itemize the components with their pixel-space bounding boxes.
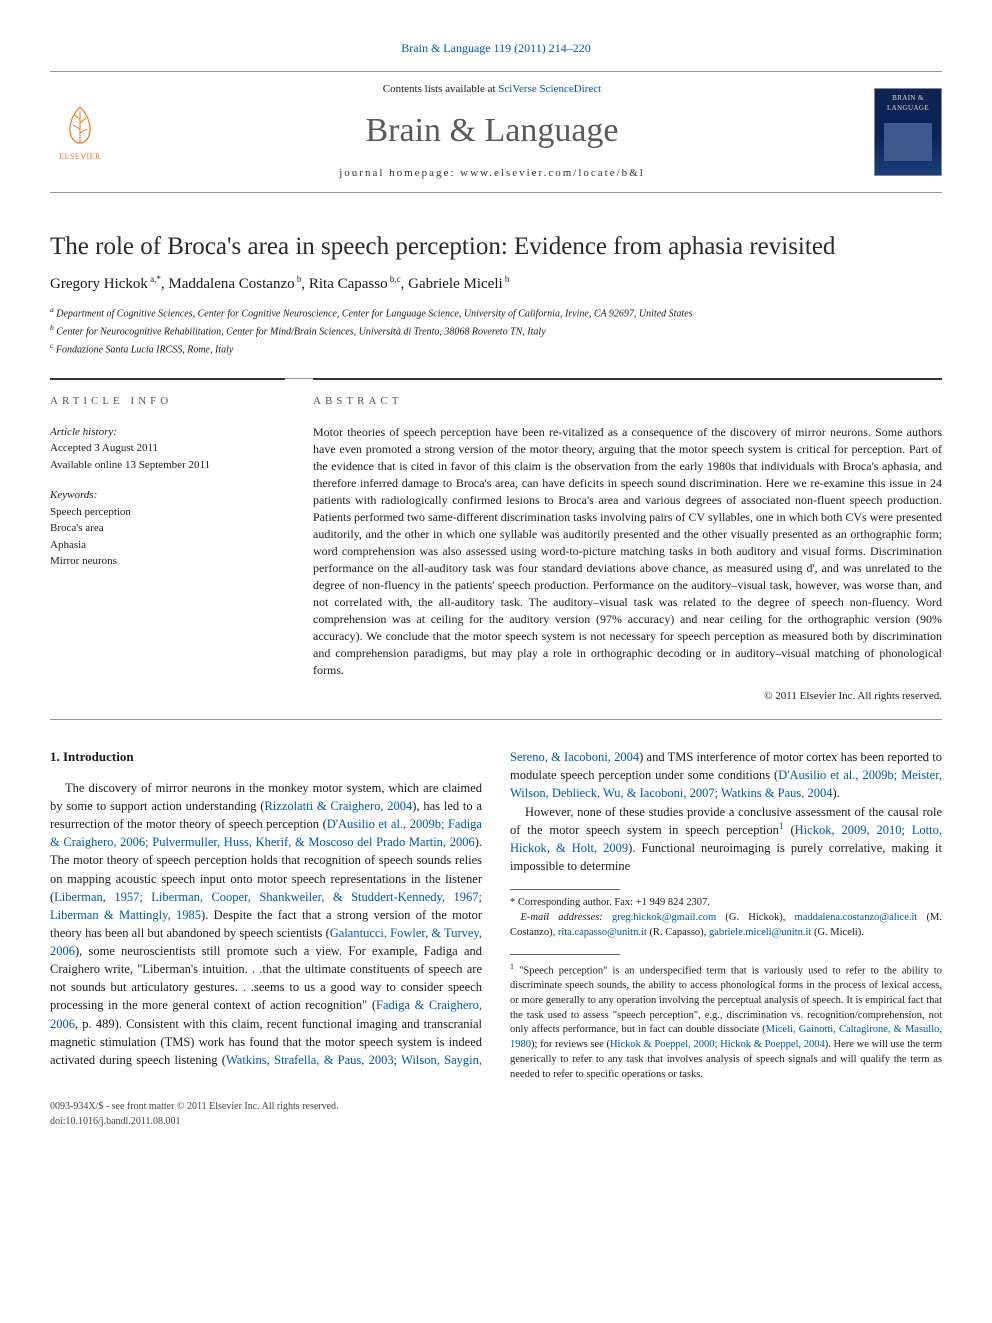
page-footer: 0093-934X/$ - see front matter © 2011 El… <box>50 1100 942 1129</box>
body-text: ), some neuroscientists still promote su… <box>50 944 482 994</box>
journal-title: Brain & Language <box>128 106 856 155</box>
email-footnote: E-mail addresses: greg.hickok@gmail.com … <box>510 911 942 940</box>
keywords-block: Keywords: Speech perceptionBroca's areaA… <box>50 487 285 570</box>
doi-footer: doi:10.1016/j.bandl.2011.08.001 <box>50 1115 942 1130</box>
journal-homepage: journal homepage: www.elsevier.com/locat… <box>128 166 856 182</box>
footnotes-left: * Corresponding author. Fax: +1 949 824 … <box>510 896 942 940</box>
footnote-separator <box>510 954 620 955</box>
email-label: E-mail addresses: <box>521 912 613 923</box>
authors-list: Gregory Hickok a,*, Maddalena Costanzo b… <box>50 273 942 296</box>
homepage-prefix: journal homepage: <box>339 167 460 179</box>
footnote-separator <box>510 889 620 890</box>
online-date: Available online 13 September 2011 <box>50 457 285 474</box>
email-link[interactable]: rita.capasso@unitn.it <box>558 927 647 938</box>
history-label: Article history: <box>50 424 285 441</box>
affiliations: a Department of Cognitive Sciences, Cent… <box>50 304 942 358</box>
horizontal-rule <box>50 719 942 720</box>
keyword-item: Broca's area <box>50 520 285 537</box>
body-columns: 1. Introduction The discovery of mirror … <box>50 748 942 1082</box>
article-info-column: ARTICLE INFO Article history: Accepted 3… <box>50 378 285 705</box>
body-text: ). <box>833 786 840 800</box>
keywords-label: Keywords: <box>50 487 285 504</box>
sciencedirect-link[interactable]: SciVerse ScienceDirect <box>498 83 601 95</box>
journal-cover-thumbnail: BRAIN & LANGUAGE <box>874 88 942 176</box>
abstract-text: Motor theories of speech perception have… <box>313 424 942 679</box>
contents-prefix: Contents lists available at <box>383 83 498 95</box>
journal-header: ELSEVIER Contents lists available at Sci… <box>50 71 942 192</box>
citation-link[interactable]: Rizzolatti & Craighero, 2004 <box>264 799 412 813</box>
body-paragraph: However, none of these studies provide a… <box>510 803 942 876</box>
homepage-url: www.elsevier.com/locate/b&l <box>460 167 645 179</box>
tree-icon <box>56 101 104 149</box>
footnotes-right: 1 "Speech perception" is an underspecifi… <box>510 961 942 1082</box>
keyword-item: Speech perception <box>50 504 285 521</box>
header-center: Contents lists available at SciVerse Sci… <box>128 82 856 181</box>
section-heading: 1. Introduction <box>50 748 482 767</box>
cover-image-icon <box>884 123 932 161</box>
footnote-1: 1 "Speech perception" is an underspecifi… <box>510 961 942 1082</box>
citation-link[interactable]: Hickok & Poeppel, 2000; Hickok & Poeppel… <box>610 1039 825 1050</box>
elsevier-wordmark: ELSEVIER <box>59 151 101 163</box>
cover-title: BRAIN & LANGUAGE <box>878 93 938 113</box>
corr-marker: * <box>510 897 515 908</box>
abstract-copyright: © 2011 Elsevier Inc. All rights reserved… <box>313 689 942 705</box>
journal-reference: Brain & Language 119 (2011) 214–220 <box>50 40 942 57</box>
copyright-footer: 0093-934X/$ - see front matter © 2011 El… <box>50 1100 942 1115</box>
journal-reference-link[interactable]: Brain & Language 119 (2011) 214–220 <box>401 41 590 55</box>
article-history-block: Article history: Accepted 3 August 2011 … <box>50 424 285 474</box>
affiliation-item: a Department of Cognitive Sciences, Cent… <box>50 304 942 321</box>
article-info-label: ARTICLE INFO <box>50 394 285 410</box>
body-text: ( <box>784 823 795 837</box>
email-link[interactable]: gabriele.miceli@unitn.it <box>709 927 811 938</box>
contents-available-line: Contents lists available at SciVerse Sci… <box>128 82 856 98</box>
keyword-item: Mirror neurons <box>50 553 285 570</box>
article-title: The role of Broca's area in speech perce… <box>50 231 942 264</box>
corresponding-author-footnote: * Corresponding author. Fax: +1 949 824 … <box>510 896 942 911</box>
elsevier-logo: ELSEVIER <box>50 97 110 167</box>
keyword-item: Aphasia <box>50 537 285 554</box>
email-link[interactable]: greg.hickok@gmail.com <box>612 912 716 923</box>
accepted-date: Accepted 3 August 2011 <box>50 440 285 457</box>
affiliation-item: c Fondazione Santa Lucia IRCSS, Rome, It… <box>50 340 942 357</box>
corr-text: Corresponding author. Fax: +1 949 824 23… <box>518 897 710 908</box>
fn1-marker: 1 <box>510 962 514 971</box>
email-link[interactable]: maddalena.costanzo@alice.it <box>795 912 918 923</box>
abstract-label: ABSTRACT <box>313 394 942 410</box>
abstract-column: ABSTRACT Motor theories of speech percep… <box>313 378 942 705</box>
fn1-mid: ); for reviews see ( <box>531 1039 610 1050</box>
affiliation-item: b Center for Neurocognitive Rehabilitati… <box>50 322 942 339</box>
